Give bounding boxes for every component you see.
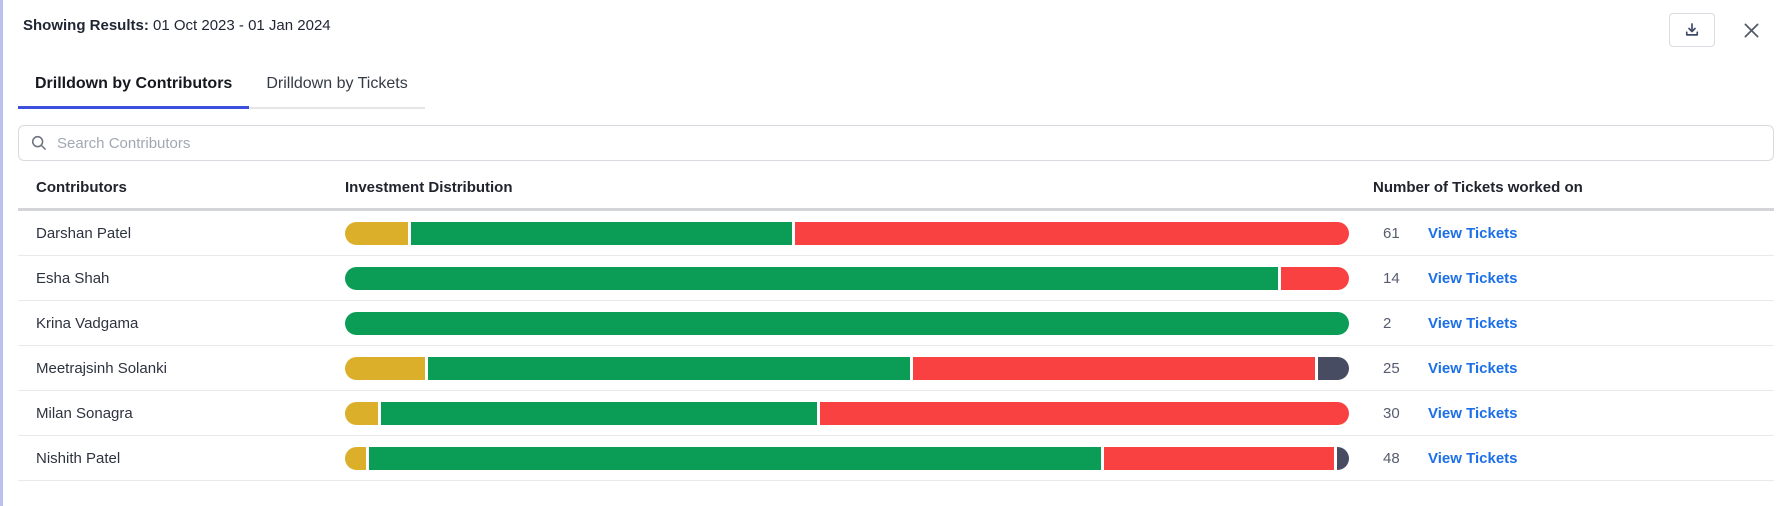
table-row: Krina Vadgama 2 View Tickets <box>18 301 1774 346</box>
column-header-tickets-worked-on: Number of Tickets worked on <box>1373 179 1583 196</box>
ticket-count: 2 <box>1383 314 1392 332</box>
bar-segment-red <box>1103 446 1334 470</box>
bar-segment-green <box>369 446 1101 470</box>
row-meta: 2 View Tickets <box>1349 315 1774 332</box>
investment-distribution-bar <box>345 356 1349 380</box>
bar-segment-amber <box>345 356 426 380</box>
ticket-count: 30 <box>1383 404 1400 422</box>
tab-drilldown-by-tickets[interactable]: Drilldown by Tickets <box>249 67 425 109</box>
view-tickets-link[interactable]: View Tickets <box>1428 314 1518 332</box>
contributor-name: Krina Vadgama <box>36 314 139 332</box>
bar-segment-green <box>428 356 911 380</box>
tab-drilldown-by-contributors[interactable]: Drilldown by Contributors <box>18 67 250 109</box>
download-icon <box>1683 21 1701 39</box>
table-row: Esha Shah 14 View Tickets <box>18 256 1774 301</box>
row-meta: 30 View Tickets <box>1349 405 1774 422</box>
investment-distribution-bar <box>345 221 1349 245</box>
bar-segment-green <box>345 266 1278 290</box>
results-summary: Showing Results: 01 Oct 2023 - 01 Jan 20… <box>23 13 331 34</box>
table-row: Nishith Patel 48 View Tickets <box>18 436 1774 481</box>
column-header-investment-distribution: Investment Distribution <box>345 179 513 196</box>
row-meta: 48 View Tickets <box>1349 450 1774 467</box>
search-icon <box>30 134 48 152</box>
column-header-contributors: Contributors <box>36 179 127 196</box>
bar-segment-amber <box>345 401 379 425</box>
results-summary-label: Showing Results: <box>23 17 149 34</box>
header-actions <box>1669 13 1766 47</box>
ticket-count: 61 <box>1383 224 1400 242</box>
bar-segment-amber <box>345 221 409 245</box>
contributor-name: Esha Shah <box>36 269 110 287</box>
table-header: Contributors Investment Distribution Num… <box>18 179 1774 211</box>
contributor-name: Nishith Patel <box>36 449 121 467</box>
bar-segment-amber <box>345 446 367 470</box>
contributors-table-body: Darshan Patel 61 View Tickets Esha Shah … <box>18 211 1774 481</box>
bar-segment-red <box>819 401 1349 425</box>
close-icon <box>1741 20 1762 41</box>
investment-distribution-bar <box>345 266 1349 290</box>
view-tickets-link[interactable]: View Tickets <box>1428 449 1518 467</box>
row-meta: 14 View Tickets <box>1349 270 1774 287</box>
bar-segment-green <box>381 401 817 425</box>
view-tickets-link[interactable]: View Tickets <box>1428 224 1518 242</box>
bar-segment-slate <box>1336 446 1349 470</box>
investment-distribution-bar <box>345 311 1349 335</box>
contributor-name: Milan Sonagra <box>36 404 133 422</box>
investment-distribution-bar <box>345 446 1349 470</box>
tab-bar: Drilldown by Contributors Drilldown by T… <box>18 67 1792 109</box>
bar-segment-red <box>913 356 1315 380</box>
ticket-count: 25 <box>1383 359 1400 377</box>
table-row: Milan Sonagra 30 View Tickets <box>18 391 1774 436</box>
row-meta: 61 View Tickets <box>1349 225 1774 242</box>
view-tickets-link[interactable]: View Tickets <box>1428 359 1518 377</box>
investment-distribution-bar <box>345 401 1349 425</box>
download-button[interactable] <box>1669 13 1715 47</box>
ticket-count: 14 <box>1383 269 1400 287</box>
bar-segment-green <box>411 221 792 245</box>
left-accent-edge <box>0 0 3 506</box>
bar-segment-red <box>794 221 1349 245</box>
table-row: Darshan Patel 61 View Tickets <box>18 211 1774 256</box>
ticket-count: 48 <box>1383 449 1400 467</box>
view-tickets-link[interactable]: View Tickets <box>1428 404 1518 422</box>
bar-segment-green <box>345 311 1349 335</box>
row-meta: 25 View Tickets <box>1349 360 1774 377</box>
bar-segment-red <box>1280 266 1349 290</box>
view-tickets-link[interactable]: View Tickets <box>1428 269 1518 287</box>
search-bar <box>18 125 1774 161</box>
bar-segment-slate <box>1317 356 1349 380</box>
search-input[interactable] <box>18 125 1774 161</box>
panel-header: Showing Results: 01 Oct 2023 - 01 Jan 20… <box>0 0 1792 47</box>
results-date-range: 01 Oct 2023 - 01 Jan 2024 <box>153 17 331 34</box>
contributor-name: Meetrajsinh Solanki <box>36 359 167 377</box>
close-button[interactable] <box>1737 16 1766 45</box>
contributor-name: Darshan Patel <box>36 224 132 242</box>
table-row: Meetrajsinh Solanki 25 View Tickets <box>18 346 1774 391</box>
